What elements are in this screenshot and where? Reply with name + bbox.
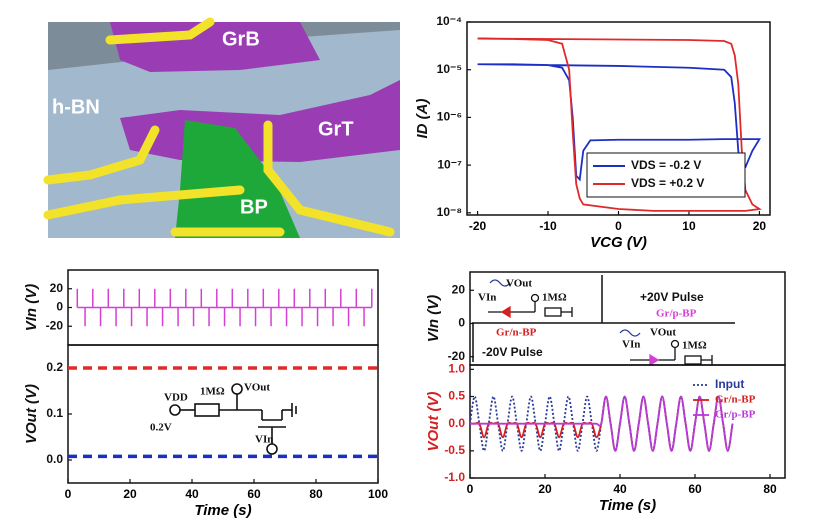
plot-frame <box>67 344 379 484</box>
y-tick-label: 1.0 <box>448 362 465 376</box>
y-tick-label: -20 <box>448 349 466 363</box>
x-tick-label: -20 <box>469 219 487 233</box>
annotation: VOut <box>506 278 532 290</box>
y-tick-label: -1.0 <box>444 470 465 484</box>
x-tick-label: -10 <box>539 219 557 233</box>
annotation: VOut <box>244 382 270 394</box>
y-tick-label: 10⁻⁴ <box>436 14 462 28</box>
annotation: 0.2V <box>150 422 172 434</box>
electrode <box>43 125 160 185</box>
y-axis-label: VIn (V) <box>23 284 40 332</box>
x-tick-label: 100 <box>368 487 388 501</box>
y-tick-label: -20 <box>46 318 64 332</box>
micrograph: GrB h-BN GrT BP <box>43 17 400 238</box>
x-tick-label: 0 <box>65 487 72 501</box>
image-label: BP <box>240 196 268 218</box>
y-tick-label: 10⁻⁶ <box>437 110 462 124</box>
x-tick-label: 0 <box>467 482 474 496</box>
y-axis-label: VOut (V) <box>23 384 40 444</box>
data-line <box>469 395 734 452</box>
x-tick-label: 40 <box>613 482 627 496</box>
x-axis-label: Time (s) <box>194 502 251 519</box>
image-label: GrT <box>318 118 354 140</box>
annotation: 1MΩ <box>542 292 567 304</box>
chart-panel: -1.0 -0.5 0.0 0.5 1.0 0 20 40 60 80 Time (s) VOut (… <box>425 362 786 514</box>
x-tick-label: 80 <box>309 487 323 501</box>
y-tick-label: 20 <box>50 281 64 295</box>
chart-panel: 10⁻⁸ 10⁻⁷ 10⁻⁶ 10⁻⁵ 10⁻⁴ -20 -10 0 10 20 VCG (V) ID… <box>414 14 771 251</box>
bp-flake <box>175 120 300 238</box>
legend-label: Gr/n-BP <box>715 394 756 406</box>
electrode <box>263 120 395 237</box>
annotation: +20V Pulse <box>640 290 704 304</box>
electrode <box>43 185 245 220</box>
x-axis-label: VCG (V) <box>590 234 647 251</box>
y-tick-label: 10⁻⁸ <box>437 205 462 219</box>
annotation: Gr/p-BP <box>656 308 697 320</box>
y-tick-label: 0.0 <box>46 452 63 466</box>
chart-panel: -20 0 20 VIn (V) VOut VIn 1MΩ Gr/n-BP -20V Pulse… <box>425 271 786 366</box>
y-tick-label: 10⁻⁵ <box>437 62 462 76</box>
annotation: VIn <box>255 434 273 446</box>
y-axis-label: ID (A) <box>414 99 431 139</box>
y-tick-label: 0.0 <box>448 416 465 430</box>
legend-label: Input <box>715 377 744 391</box>
x-tick-label: 0 <box>615 219 622 233</box>
annotation: -20V Pulse <box>482 345 543 359</box>
y-tick-label: 0 <box>458 316 465 330</box>
data-line <box>477 37 762 212</box>
x-tick-label: 20 <box>753 219 767 233</box>
chart-panel: -20 0 20 VIn (V) <box>23 269 379 346</box>
legend-label: VDS = +0.2 V <box>631 176 704 190</box>
y-tick-label: 0.5 <box>448 389 465 403</box>
annotation: Gr/n-BP <box>496 327 537 339</box>
chart-panel: 0.0 0.1 0.2 0 20 40 60 80 100 Time (s) VOut (V) VDD… <box>23 344 388 519</box>
image-label: GrB <box>222 28 260 50</box>
circuit-left <box>169 383 297 455</box>
y-tick-label: 0 <box>56 300 63 314</box>
x-tick-label: 60 <box>688 482 702 496</box>
x-tick-label: 10 <box>682 219 696 233</box>
annotation: 1MΩ <box>682 340 707 352</box>
circuit-right <box>472 275 735 367</box>
y-tick-label: 0.2 <box>46 360 63 374</box>
y-tick-label: 10⁻⁷ <box>437 157 462 171</box>
annotation: VOut <box>650 327 676 339</box>
x-tick-label: 60 <box>247 487 261 501</box>
x-tick-label: 20 <box>538 482 552 496</box>
annotation: 1MΩ <box>200 386 225 398</box>
legend-label: Gr/p-BP <box>715 409 756 421</box>
y-tick-label: 20 <box>452 282 466 296</box>
y-tick-label: 0.1 <box>46 406 63 420</box>
plot-frame <box>469 364 786 479</box>
x-tick-label: 80 <box>763 482 777 496</box>
x-tick-label: 20 <box>123 487 137 501</box>
electrode <box>105 17 215 45</box>
annotation: VIn <box>622 339 640 351</box>
y-axis-label: VIn (V) <box>425 295 442 343</box>
legend-box <box>586 152 746 198</box>
legend-label: VDS = -0.2 V <box>631 158 701 172</box>
x-axis-label: Time (s) <box>599 497 656 514</box>
image-label: h-BN <box>52 96 100 118</box>
y-tick-label: -0.5 <box>444 443 465 457</box>
x-tick-label: 40 <box>185 487 199 501</box>
annotation: VIn <box>478 292 496 304</box>
annotation: VDD <box>164 392 188 404</box>
y-axis-label: VOut (V) <box>425 392 442 452</box>
